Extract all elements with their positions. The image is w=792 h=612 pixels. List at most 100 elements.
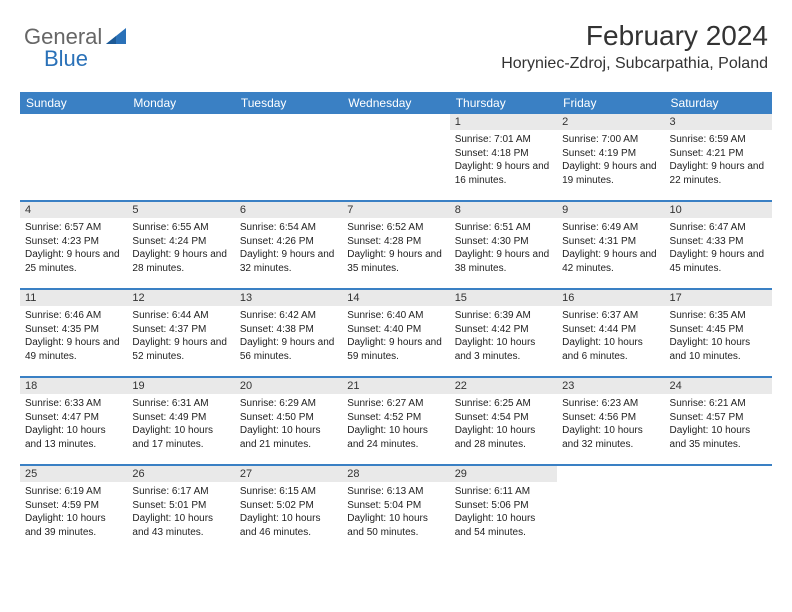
day-info: Sunrise: 6:51 AMSunset: 4:30 PMDaylight:… (450, 218, 557, 280)
calendar-cell: 22Sunrise: 6:25 AMSunset: 4:54 PMDayligh… (450, 378, 557, 464)
daylight-text: Daylight: 10 hours and 50 minutes. (347, 512, 444, 539)
day-number: 3 (665, 114, 772, 130)
day-header: Tuesday (235, 92, 342, 114)
calendar-cell: 9Sunrise: 6:49 AMSunset: 4:31 PMDaylight… (557, 202, 664, 288)
daylight-text: Daylight: 9 hours and 42 minutes. (562, 248, 659, 275)
day-info: Sunrise: 6:27 AMSunset: 4:52 PMDaylight:… (342, 394, 449, 456)
calendar-cell (235, 114, 342, 200)
sunrise-text: Sunrise: 6:23 AM (562, 397, 659, 411)
calendar-cell: 17Sunrise: 6:35 AMSunset: 4:45 PMDayligh… (665, 290, 772, 376)
day-header: Monday (127, 92, 234, 114)
sunrise-text: Sunrise: 6:25 AM (455, 397, 552, 411)
sunset-text: Sunset: 5:06 PM (455, 499, 552, 513)
day-number: 26 (127, 466, 234, 482)
daylight-text: Daylight: 10 hours and 39 minutes. (25, 512, 122, 539)
calendar-cell: 10Sunrise: 6:47 AMSunset: 4:33 PMDayligh… (665, 202, 772, 288)
calendar-cell: 8Sunrise: 6:51 AMSunset: 4:30 PMDaylight… (450, 202, 557, 288)
sunrise-text: Sunrise: 6:19 AM (25, 485, 122, 499)
sunrise-text: Sunrise: 6:42 AM (240, 309, 337, 323)
month-title: February 2024 (501, 20, 768, 52)
calendar-cell: 19Sunrise: 6:31 AMSunset: 4:49 PMDayligh… (127, 378, 234, 464)
day-info: Sunrise: 6:39 AMSunset: 4:42 PMDaylight:… (450, 306, 557, 368)
sunrise-text: Sunrise: 7:01 AM (455, 133, 552, 147)
daylight-text: Daylight: 10 hours and 3 minutes. (455, 336, 552, 363)
day-info: Sunrise: 6:44 AMSunset: 4:37 PMDaylight:… (127, 306, 234, 368)
day-number: 11 (20, 290, 127, 306)
day-info: Sunrise: 6:55 AMSunset: 4:24 PMDaylight:… (127, 218, 234, 280)
sunrise-text: Sunrise: 6:37 AM (562, 309, 659, 323)
sunset-text: Sunset: 4:44 PM (562, 323, 659, 337)
logo-triangle-icon (106, 28, 128, 46)
day-number: 16 (557, 290, 664, 306)
daylight-text: Daylight: 9 hours and 35 minutes. (347, 248, 444, 275)
day-info: Sunrise: 6:52 AMSunset: 4:28 PMDaylight:… (342, 218, 449, 280)
day-number: 25 (20, 466, 127, 482)
calendar-cell: 29Sunrise: 6:11 AMSunset: 5:06 PMDayligh… (450, 466, 557, 552)
sunset-text: Sunset: 4:38 PM (240, 323, 337, 337)
calendar-cell (20, 114, 127, 200)
day-number: 13 (235, 290, 342, 306)
sunrise-text: Sunrise: 6:13 AM (347, 485, 444, 499)
daylight-text: Daylight: 9 hours and 38 minutes. (455, 248, 552, 275)
sunset-text: Sunset: 4:35 PM (25, 323, 122, 337)
day-header: Saturday (665, 92, 772, 114)
calendar-cell: 7Sunrise: 6:52 AMSunset: 4:28 PMDaylight… (342, 202, 449, 288)
daylight-text: Daylight: 9 hours and 25 minutes. (25, 248, 122, 275)
daylight-text: Daylight: 9 hours and 28 minutes. (132, 248, 229, 275)
day-header-row: Sunday Monday Tuesday Wednesday Thursday… (20, 92, 772, 114)
sunrise-text: Sunrise: 6:55 AM (132, 221, 229, 235)
calendar-cell: 24Sunrise: 6:21 AMSunset: 4:57 PMDayligh… (665, 378, 772, 464)
week-row: 11 Sunrise: 6:46 AMSunset: 4:35 PM Dayligh… (20, 288, 772, 376)
day-info: Sunrise: 6:13 AMSunset: 5:04 PMDaylight:… (342, 482, 449, 544)
calendar-cell: 23Sunrise: 6:23 AMSunset: 4:56 PMDayligh… (557, 378, 664, 464)
sunset-text: Sunset: 4:21 PM (670, 147, 767, 161)
calendar-cell: 4Sunrise: 6:57 AMSunset: 4:23 PMDaylight… (20, 202, 127, 288)
day-header: Wednesday (342, 92, 449, 114)
day-info: Sunrise: 7:00 AMSunset: 4:19 PMDaylight:… (557, 130, 664, 192)
calendar-cell: 18Sunrise: 6:33 AMSunset: 4:47 PMDayligh… (20, 378, 127, 464)
sunrise-text: Sunrise: 6:46 AM (25, 309, 122, 323)
location: Horyniec-Zdroj, Subcarpathia, Poland (501, 55, 768, 73)
day-header: Sunday (20, 92, 127, 114)
day-number: 6 (235, 202, 342, 218)
day-number: 12 (127, 290, 234, 306)
sunrise-text: Sunrise: 6:27 AM (347, 397, 444, 411)
daylight-text: Daylight: 9 hours and 19 minutes. (562, 160, 659, 187)
day-number: 1 (450, 114, 557, 130)
sunset-text: Sunset: 4:49 PM (132, 411, 229, 425)
day-number: 15 (450, 290, 557, 306)
sunrise-text: Sunrise: 6:39 AM (455, 309, 552, 323)
daylight-text: Daylight: 9 hours and 56 minutes. (240, 336, 337, 363)
sunset-text: Sunset: 4:40 PM (347, 323, 444, 337)
day-info: Sunrise: 6:47 AMSunset: 4:33 PMDaylight:… (665, 218, 772, 280)
sunrise-text: Sunrise: 6:54 AM (240, 221, 337, 235)
day-info: Sunrise: 6:57 AMSunset: 4:23 PMDaylight:… (20, 218, 127, 280)
sunset-text: Sunset: 4:28 PM (347, 235, 444, 249)
calendar-cell: 2Sunrise: 7:00 AMSunset: 4:19 PMDaylight… (557, 114, 664, 200)
daylight-text: Daylight: 10 hours and 17 minutes. (132, 424, 229, 451)
day-info: Sunrise: 6:49 AMSunset: 4:31 PMDaylight:… (557, 218, 664, 280)
sunset-text: Sunset: 4:52 PM (347, 411, 444, 425)
sunrise-text: Sunrise: 6:47 AM (670, 221, 767, 235)
sunset-text: Sunset: 4:47 PM (25, 411, 122, 425)
day-number: 19 (127, 378, 234, 394)
calendar-cell (342, 114, 449, 200)
daylight-text: Daylight: 10 hours and 54 minutes. (455, 512, 552, 539)
sunrise-text: Sunrise: 6:33 AM (25, 397, 122, 411)
sunrise-text: Sunrise: 6:35 AM (670, 309, 767, 323)
day-number: 23 (557, 378, 664, 394)
calendar-cell: 26Sunrise: 6:17 AMSunset: 5:01 PMDayligh… (127, 466, 234, 552)
day-number: 5 (127, 202, 234, 218)
calendar-cell: 16 Sunrise: 6:37 AMSunset: 4:44 PMDayligh… (557, 290, 664, 376)
sunset-text: Sunset: 4:30 PM (455, 235, 552, 249)
daylight-text: Daylight: 10 hours and 24 minutes. (347, 424, 444, 451)
sunset-text: Sunset: 5:01 PM (132, 499, 229, 513)
day-number: 9 (557, 202, 664, 218)
day-info: Sunrise: 6:23 AMSunset: 4:56 PMDaylight:… (557, 394, 664, 456)
day-number: 10 (665, 202, 772, 218)
day-header: Thursday (450, 92, 557, 114)
day-info: Sunrise: 6:11 AMSunset: 5:06 PMDaylight:… (450, 482, 557, 544)
daylight-text: Daylight: 10 hours and 6 minutes. (562, 336, 659, 363)
daylight-text: Daylight: 10 hours and 32 minutes. (562, 424, 659, 451)
day-info: Sunrise: 6:54 AMSunset: 4:26 PMDaylight:… (235, 218, 342, 280)
